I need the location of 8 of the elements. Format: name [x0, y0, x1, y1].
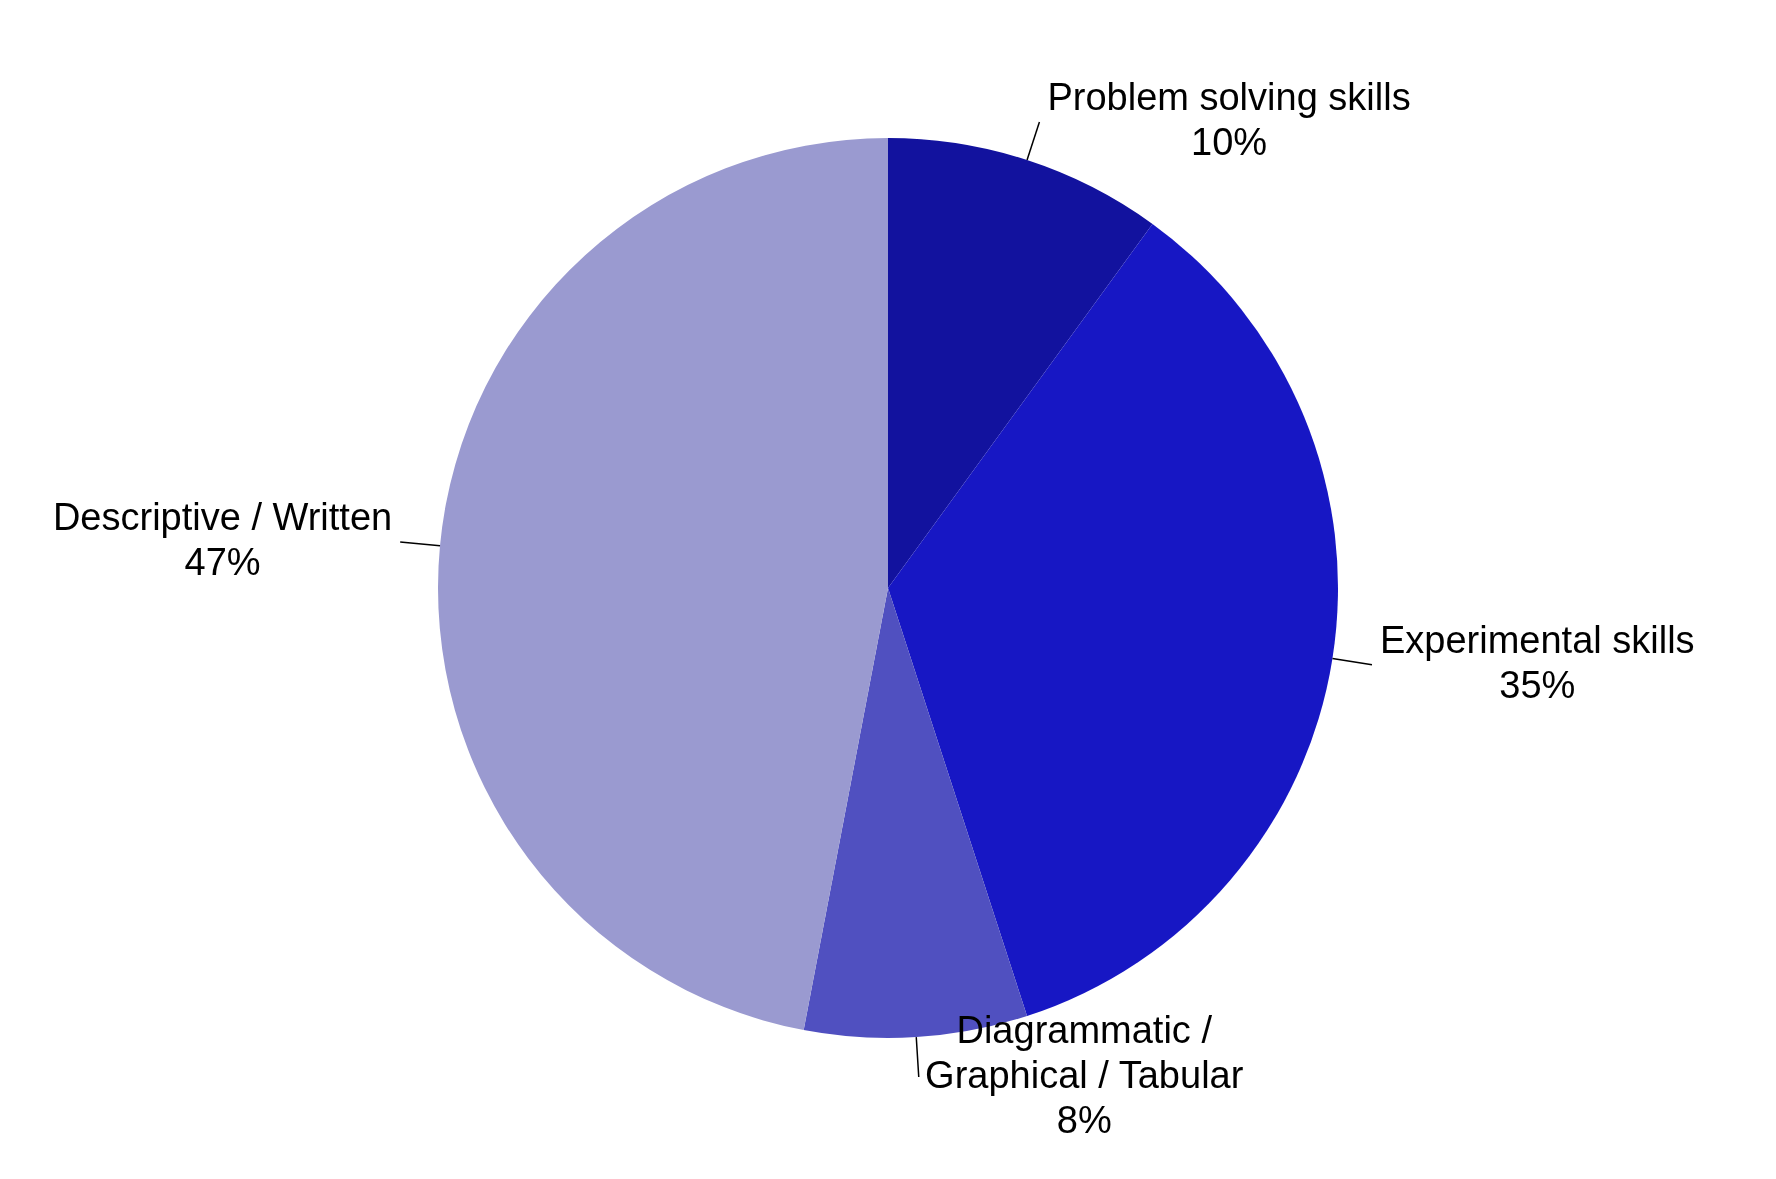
slice-label: Descriptive / Written — [52, 495, 393, 538]
data-label: 47% — [184, 540, 261, 583]
data-label: 10% — [1191, 120, 1268, 163]
slice-label: Problem solving skills — [1047, 75, 1411, 118]
data-label: 8% — [1056, 1098, 1112, 1141]
slice-label: Experimental skills — [1379, 618, 1695, 661]
slice-label: Diagrammatic / Graphical / Tabular — [925, 1008, 1244, 1096]
data-label: 35% — [1499, 663, 1576, 706]
